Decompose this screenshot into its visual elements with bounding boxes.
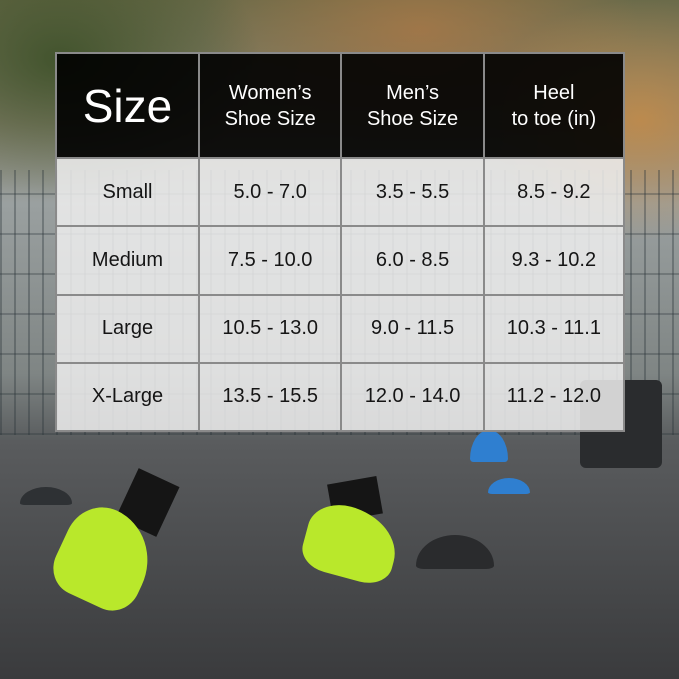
- heel-to-toe-cell: 10.3 - 11.1: [482, 293, 626, 364]
- table-row: Medium 7.5 - 10.0 6.0 - 8.5 9.3 - 10.2: [55, 225, 626, 296]
- cone: [20, 487, 72, 505]
- header-line: Men’s: [386, 81, 440, 104]
- heel-to-toe-cell: 9.3 - 10.2: [482, 225, 626, 296]
- table-row: Large 10.5 - 13.0 9.0 - 11.5 10.3 - 11.1: [55, 293, 626, 364]
- table-row: X-Large 13.5 - 15.5 12.0 - 14.0 11.2 - 1…: [55, 361, 626, 433]
- header-size: Size: [55, 52, 200, 159]
- header-line: Shoe Size: [366, 107, 459, 130]
- table-row: Small 5.0 - 7.0 3.5 - 5.5 8.5 - 9.2: [55, 156, 626, 228]
- heel-to-toe-cell: 8.5 - 9.2: [482, 156, 626, 228]
- mens-cell: 12.0 - 14.0: [340, 361, 485, 433]
- header-line: Women’s: [228, 81, 312, 104]
- header-line: to toe (in): [511, 107, 597, 130]
- header-mens: Men’s Shoe Size: [340, 52, 485, 159]
- womens-cell: 13.5 - 15.5: [197, 361, 343, 433]
- mens-cell: 3.5 - 5.5: [340, 156, 485, 228]
- header-heel-to-toe: Heel to toe (in): [482, 52, 626, 159]
- header-line: Heel: [533, 81, 575, 104]
- size-cell: Large: [55, 293, 200, 364]
- womens-cell: 5.0 - 7.0: [197, 156, 343, 228]
- header-line: Shoe Size: [224, 107, 316, 130]
- womens-cell: 7.5 - 10.0: [197, 225, 343, 296]
- header-row: Size Women’s Shoe Size Men’s Shoe Size Hee…: [55, 52, 626, 159]
- heel-to-toe-cell: 11.2 - 12.0: [482, 361, 626, 433]
- mens-cell: 9.0 - 11.5: [340, 293, 485, 364]
- size-cell: Small: [55, 156, 200, 228]
- womens-cell: 10.5 - 13.0: [197, 293, 343, 364]
- cone: [488, 478, 530, 494]
- header-womens: Women’s Shoe Size: [197, 52, 343, 159]
- mens-cell: 6.0 - 8.5: [340, 225, 485, 296]
- size-cell: Medium: [55, 225, 200, 296]
- size-chart-table: Size Women’s Shoe Size Men’s Shoe Size Hee…: [55, 52, 626, 433]
- size-cell: X-Large: [55, 361, 200, 433]
